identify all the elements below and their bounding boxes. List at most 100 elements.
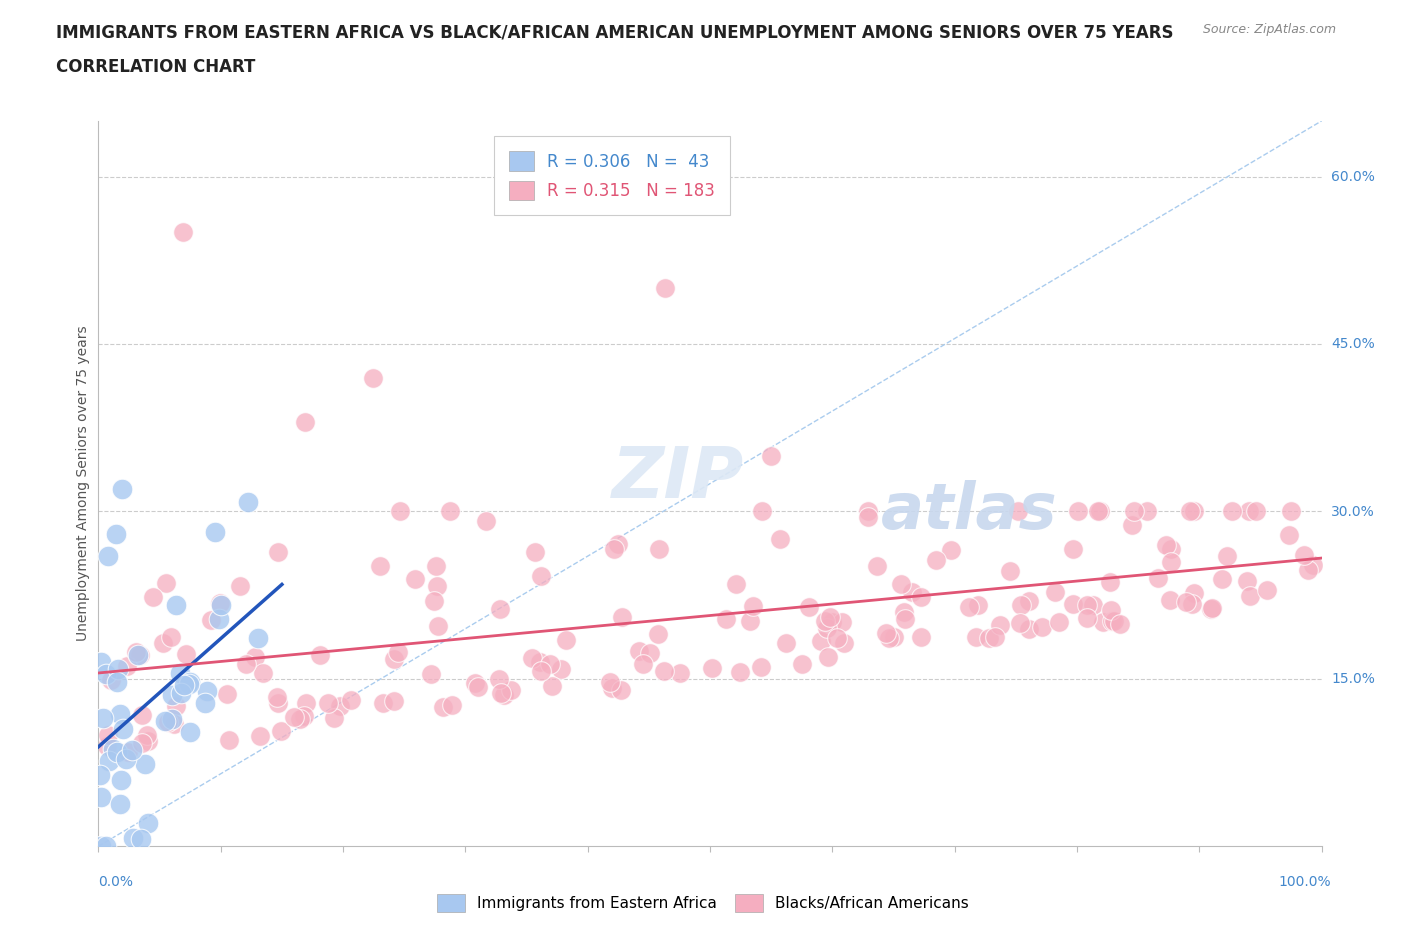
Point bbox=[599, 674, 621, 689]
Point bbox=[1087, 504, 1109, 519]
Text: 100.0%: 100.0% bbox=[1279, 875, 1331, 889]
Point bbox=[292, 708, 315, 723]
Point bbox=[1010, 598, 1032, 613]
Point bbox=[215, 686, 238, 701]
Point bbox=[1088, 504, 1111, 519]
Point bbox=[160, 688, 183, 703]
Point bbox=[179, 675, 201, 690]
Point bbox=[1076, 610, 1098, 625]
Point bbox=[759, 448, 782, 463]
Point bbox=[173, 678, 195, 693]
Point bbox=[1062, 541, 1084, 556]
Point bbox=[1201, 601, 1223, 616]
Point bbox=[1178, 504, 1201, 519]
Point bbox=[890, 577, 912, 591]
Point bbox=[489, 685, 512, 700]
Point bbox=[1104, 613, 1126, 628]
Point bbox=[136, 816, 159, 830]
Point bbox=[1302, 557, 1324, 572]
Point bbox=[550, 662, 572, 677]
Point bbox=[467, 680, 489, 695]
Point bbox=[108, 796, 131, 811]
Point bbox=[832, 636, 855, 651]
Point bbox=[318, 696, 340, 711]
Point bbox=[741, 599, 763, 614]
Point bbox=[163, 716, 186, 731]
Point bbox=[229, 578, 252, 593]
Point bbox=[1031, 619, 1053, 634]
Point bbox=[555, 632, 578, 647]
Point bbox=[170, 685, 193, 700]
Point bbox=[818, 610, 841, 625]
Point bbox=[883, 630, 905, 644]
Point bbox=[157, 714, 180, 729]
Point bbox=[1154, 538, 1177, 552]
Point bbox=[97, 754, 120, 769]
Point bbox=[165, 597, 187, 612]
Point bbox=[1010, 616, 1032, 631]
Point bbox=[121, 742, 143, 757]
Point bbox=[134, 757, 156, 772]
Point bbox=[131, 736, 153, 751]
Point bbox=[169, 665, 191, 680]
Point bbox=[602, 541, 624, 556]
Point bbox=[730, 665, 752, 680]
Point bbox=[426, 578, 449, 593]
Point bbox=[1211, 572, 1233, 587]
Point bbox=[529, 655, 551, 670]
Point bbox=[810, 634, 832, 649]
Point bbox=[1099, 575, 1122, 590]
Point bbox=[877, 631, 900, 645]
Point bbox=[488, 671, 510, 686]
Point bbox=[1181, 596, 1204, 611]
Y-axis label: Unemployment Among Seniors over 75 years: Unemployment Among Seniors over 75 years bbox=[76, 326, 90, 642]
Point bbox=[252, 666, 274, 681]
Point bbox=[89, 655, 111, 670]
Point bbox=[97, 549, 120, 564]
Point bbox=[209, 597, 232, 612]
Point bbox=[1292, 548, 1315, 563]
Point bbox=[1109, 617, 1132, 631]
Point bbox=[1236, 574, 1258, 589]
Point bbox=[1174, 594, 1197, 609]
Point bbox=[368, 558, 391, 573]
Point bbox=[1159, 593, 1181, 608]
Point bbox=[654, 281, 676, 296]
Point bbox=[115, 658, 138, 673]
Point bbox=[117, 744, 139, 759]
Point bbox=[524, 545, 547, 560]
Point bbox=[177, 676, 200, 691]
Point bbox=[90, 839, 112, 854]
Legend: R = 0.306   N =  43, R = 0.315   N = 183: R = 0.306 N = 43, R = 0.315 N = 183 bbox=[494, 137, 730, 215]
Point bbox=[160, 630, 183, 644]
Text: CORRELATION CHART: CORRELATION CHART bbox=[56, 58, 256, 75]
Point bbox=[115, 752, 138, 767]
Point bbox=[267, 696, 290, 711]
Point bbox=[1136, 504, 1159, 519]
Point bbox=[979, 631, 1001, 645]
Point bbox=[1239, 589, 1261, 604]
Point bbox=[288, 711, 311, 726]
Point bbox=[627, 644, 650, 658]
Legend: Immigrants from Eastern Africa, Blacks/African Americans: Immigrants from Eastern Africa, Blacks/A… bbox=[432, 888, 974, 918]
Point bbox=[797, 599, 820, 614]
Point bbox=[105, 526, 128, 541]
Point bbox=[1018, 593, 1040, 608]
Point bbox=[270, 724, 292, 738]
Point bbox=[988, 618, 1011, 632]
Point bbox=[266, 689, 288, 704]
Point bbox=[195, 684, 218, 698]
Point bbox=[124, 645, 146, 660]
Text: Source: ZipAtlas.com: Source: ZipAtlas.com bbox=[1202, 23, 1336, 36]
Point bbox=[541, 679, 564, 694]
Point bbox=[236, 495, 259, 510]
Point bbox=[423, 593, 446, 608]
Point bbox=[769, 531, 792, 546]
Point bbox=[939, 543, 962, 558]
Text: IMMIGRANTS FROM EASTERN AFRICA VS BLACK/AFRICAN AMERICAN UNEMPLOYMENT AMONG SENI: IMMIGRANTS FROM EASTERN AFRICA VS BLACK/… bbox=[56, 23, 1174, 41]
Point bbox=[1081, 598, 1104, 613]
Point bbox=[1018, 622, 1040, 637]
Point bbox=[91, 711, 114, 725]
Point bbox=[856, 510, 879, 525]
Point bbox=[100, 672, 122, 687]
